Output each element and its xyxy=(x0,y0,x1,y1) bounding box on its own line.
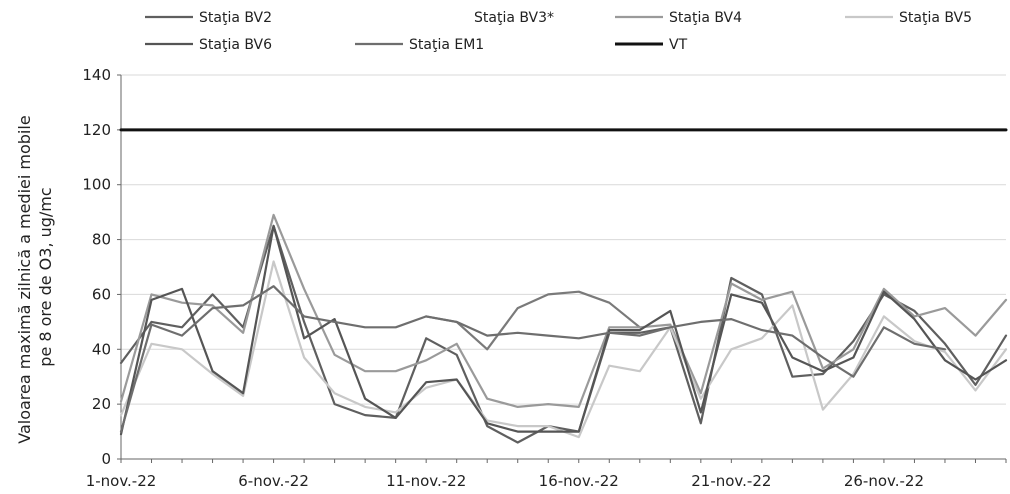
legend-label: Staţia BV3* xyxy=(474,10,554,26)
legend-item-sta-ia-bv3: Staţia BV3* xyxy=(474,10,554,26)
x-tick-label: 11-nov.-22 xyxy=(386,472,466,490)
y-tick-label: 100 xyxy=(82,176,111,194)
series-line-sta-ia-bv3 xyxy=(425,290,641,351)
y-tick-label: 60 xyxy=(92,285,111,303)
gridlines xyxy=(121,74,1006,405)
legend-label: Staţia BV4 xyxy=(669,10,742,26)
x-tick-labels: 1-nov.-22 6-nov.-22 11-nov.-22 16-nov.-22 21… xyxy=(86,472,924,490)
axes xyxy=(117,74,1007,463)
legend-item-sta-ia-bv4: Staţia BV4 xyxy=(615,10,742,26)
legend-item-sta-ia-bv5: Staţia BV5 xyxy=(845,10,972,26)
series-line-sta-ia-bv2 xyxy=(119,224,1008,444)
y-tick-label: 140 xyxy=(82,66,111,84)
legend-item-sta-ia-em1: Staţia EM1 xyxy=(355,37,484,53)
legend-label: VT xyxy=(669,37,688,53)
y-tick-labels: 0 20 40 60 80 100 120 140 xyxy=(82,66,111,468)
x-tick-label: 1-nov.-22 xyxy=(86,472,157,490)
y-tick-label: 40 xyxy=(92,340,111,358)
y-axis-title: Valoarea maximă zilnică a mediei mobile … xyxy=(15,110,55,444)
legend-item-sta-ia-bv2: Staţia BV2 xyxy=(145,10,272,26)
x-tick-label: 6-nov.-22 xyxy=(238,472,309,490)
legend-item-vt: VT xyxy=(615,37,688,53)
y-axis-title-line-1: Valoarea maximă zilnică a mediei mobile xyxy=(15,115,34,443)
y-tick-label: 120 xyxy=(82,121,111,139)
series-line-sta-ia-bv6 xyxy=(119,224,1008,436)
legend: Staţia BV2 Staţia BV3* Staţia BV4 Staţia BV… xyxy=(145,10,972,53)
legend-label: Staţia BV2 xyxy=(199,10,272,26)
y-tick-label: 0 xyxy=(101,450,111,468)
series-lines xyxy=(119,128,1008,444)
x-tick-label: 16-nov.-22 xyxy=(539,472,619,490)
legend-label: Staţia EM1 xyxy=(409,37,484,53)
legend-label: Staţia BV6 xyxy=(199,37,272,53)
series-line-sta-ia-bv4 xyxy=(119,213,1008,408)
y-tick-label: 80 xyxy=(92,231,111,249)
y-tick-label: 20 xyxy=(92,395,111,413)
y-axis-title-line-2: pe 8 ore de O3, ug/mc xyxy=(36,187,55,366)
legend-label: Staţia BV5 xyxy=(899,10,972,26)
x-tick-label: 21-nov.-22 xyxy=(691,472,771,490)
x-tick-label: 26-nov.-22 xyxy=(844,472,924,490)
legend-item-sta-ia-bv6: Staţia BV6 xyxy=(145,37,272,53)
